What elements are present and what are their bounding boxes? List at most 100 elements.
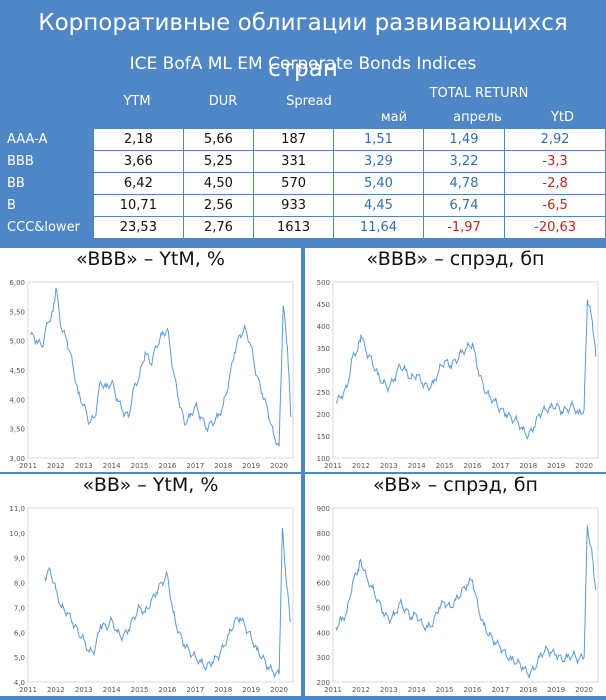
plot-area	[27, 507, 294, 683]
x-tick-label: 2015	[131, 686, 149, 694]
y-tick-label: 9,0	[14, 555, 25, 563]
x-tick-label: 2011	[19, 462, 37, 470]
cell-dur: 2,56	[182, 194, 255, 217]
x-tick-label: 2013	[75, 462, 93, 470]
cell-spread: 570	[253, 172, 335, 195]
x-tick-label: 2014	[103, 462, 121, 470]
table-row: CCC&lower 23,53 2,76 1613 11,64 -1,97 -20,63	[0, 216, 606, 239]
y-tick-label: 500	[317, 279, 330, 287]
x-tick-label: 2020	[575, 462, 593, 470]
x-tick-label: 2013	[380, 686, 398, 694]
y-tick-label: 500	[317, 604, 330, 612]
header-spread: Spread	[286, 94, 332, 109]
y-tick-label: 4,00	[9, 396, 25, 404]
cell-april: 3,22	[422, 150, 506, 173]
cell-spread: 187	[253, 128, 335, 151]
cell-ytd: -20,63	[504, 216, 606, 239]
x-tick-label: 2016	[464, 462, 482, 470]
chart-svg: 100 150 200 250 300 350 400 450 500 2011 2012 2013 2…	[317, 279, 599, 470]
y-tick-label: 450	[317, 301, 330, 309]
series-line	[335, 299, 597, 441]
series-line	[44, 527, 292, 679]
y-tick-label: 11,0	[9, 505, 25, 513]
chart-title: «BB» – спрэд, бп	[373, 474, 538, 496]
table-row: B 10,71 2,56 933 4,45 6,74 -6,5	[0, 194, 606, 217]
cell-april: 4,78	[422, 172, 506, 195]
header-may: май	[380, 110, 408, 125]
row-label: B	[0, 194, 94, 217]
y-tick-label: 350	[317, 345, 330, 353]
x-tick-label: 2011	[324, 686, 342, 694]
row-label: CCC&lower	[0, 216, 94, 239]
cell-ytm: 3,66	[93, 150, 184, 173]
cell-april: 6,74	[422, 194, 506, 217]
x-tick-label: 2018	[214, 462, 232, 470]
x-tick-label: 2014	[408, 462, 426, 470]
cell-ytd: -6,5	[504, 194, 606, 217]
chart-bb-ytm: «BB» – YtM, % 4,0 5,0 6,0 7,0 8,0 9,0 10,0 11,0…	[0, 474, 301, 696]
y-tick-label: 4,50	[9, 367, 25, 375]
x-tick-label: 2013	[75, 686, 93, 694]
y-tick-label: 150	[317, 433, 330, 441]
cell-ytd: 2,92	[504, 128, 606, 151]
chart-svg: 3,00 3,50 4,00 4,50 5,00 5,50 6,00 2011 2012 2013…	[9, 279, 294, 470]
table-subtitle: ICE BofA ML EM Corporate Bonds Indices	[129, 54, 477, 74]
row-label: AAA-A	[0, 128, 94, 151]
y-tick-label: 300	[317, 367, 330, 375]
chart-title: «BBB» – спрэд, бп	[366, 248, 545, 270]
cell-may: 4,45	[333, 194, 424, 217]
cell-spread: 331	[253, 150, 335, 173]
x-tick-label: 2016	[159, 462, 177, 470]
x-tick-label: 2011	[324, 462, 342, 470]
x-tick-label: 2012	[352, 462, 370, 470]
chart-title: «BB» – YtM, %	[82, 474, 219, 496]
table-row: BB 6,42 4,50 570 5,40 4,78 -2,8	[0, 172, 606, 195]
x-tick-label: 2017	[491, 462, 509, 470]
x-tick-label: 2019	[547, 462, 565, 470]
chart-svg: 4,0 5,0 6,0 7,0 8,0 9,0 10,0 11,0 2011 2012 2013 20…	[9, 505, 294, 694]
header-april: апрель	[453, 110, 502, 125]
cell-spread: 1613	[253, 216, 335, 239]
table-header-band: ICE BofA ML EM Corporate Bonds Indices Y…	[0, 48, 606, 128]
row-label: BB	[0, 172, 94, 195]
header-total-return: TOTAL RETURN	[429, 86, 529, 101]
x-tick-label: 2020	[270, 462, 288, 470]
y-tick-label: 6,00	[9, 279, 25, 287]
header-dur: DUR	[208, 94, 238, 109]
x-tick-label: 2017	[186, 462, 204, 470]
x-tick-label: 2020	[270, 686, 288, 694]
y-tick-label: 300	[317, 654, 330, 662]
x-tick-label: 2018	[519, 462, 537, 470]
x-tick-label: 2018	[214, 686, 232, 694]
y-tick-label: 400	[317, 629, 330, 637]
x-tick-label: 2014	[408, 686, 426, 694]
cell-ytm: 2,18	[93, 128, 184, 151]
cell-may: 5,40	[333, 172, 424, 195]
x-tick-label: 2016	[464, 686, 482, 694]
cell-dur: 5,25	[182, 150, 255, 173]
y-tick-label: 5,50	[9, 308, 25, 316]
cell-may: 3,29	[333, 150, 424, 173]
x-tick-label: 2016	[159, 686, 177, 694]
x-tick-label: 2012	[352, 686, 370, 694]
y-tick-label: 3,50	[9, 426, 25, 434]
y-tick-label: 10,0	[9, 530, 25, 538]
y-tick-label: 900	[317, 505, 330, 513]
header-ytm: YTM	[123, 94, 151, 109]
y-tick-label: 5,00	[9, 338, 25, 346]
x-tick-label: 2019	[242, 686, 260, 694]
chart-svg: 200 300 400 500 600 700 800 900 2011 2012 2013 2014…	[317, 505, 599, 694]
y-tick-label: 600	[317, 580, 330, 588]
x-tick-label: 2012	[47, 462, 65, 470]
y-tick-label: 700	[317, 555, 330, 563]
plot-area	[27, 281, 294, 459]
x-tick-label: 2020	[575, 686, 593, 694]
cell-dur: 4,50	[182, 172, 255, 195]
x-tick-label: 2015	[436, 686, 454, 694]
chart-title: «BBB» – YtM, %	[76, 248, 225, 270]
page-title: Корпоративные облигации развивающихся ст…	[38, 10, 568, 82]
cell-ytd: -2,8	[504, 172, 606, 195]
table-row: AAA-A 2,18 5,66 187 1,51 1,49 2,92	[0, 128, 606, 151]
plot-area	[332, 507, 599, 683]
y-tick-label: 5,0	[14, 654, 25, 662]
